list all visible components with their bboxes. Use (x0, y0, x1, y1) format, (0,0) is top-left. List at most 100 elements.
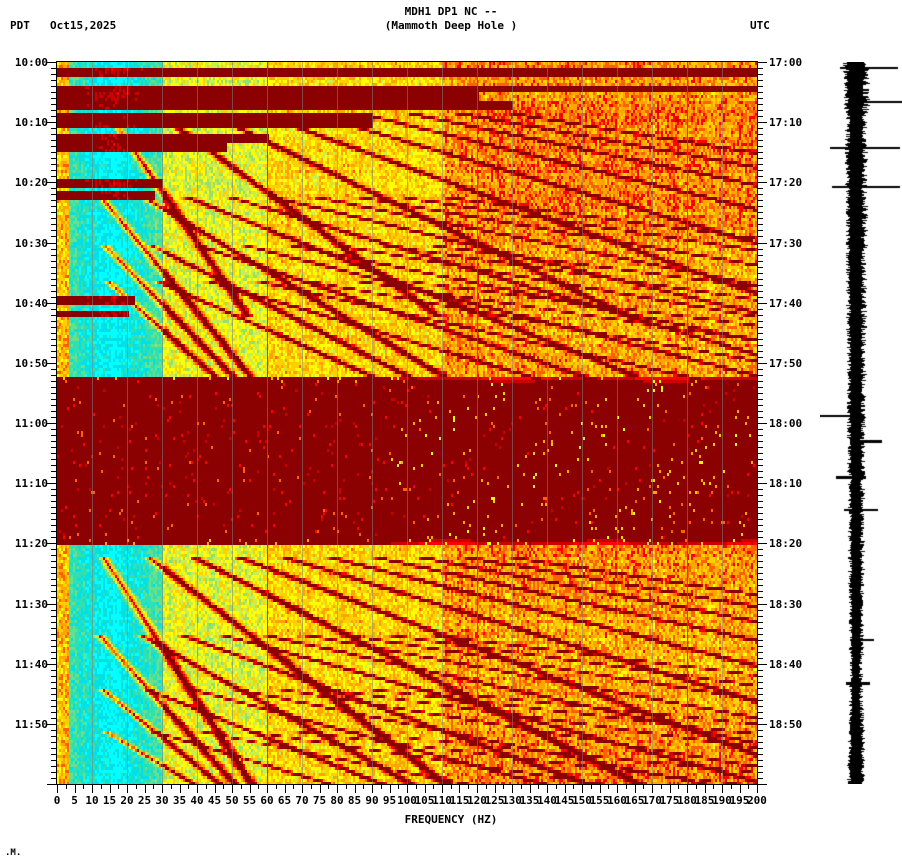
freq-tick-major (530, 784, 531, 793)
time-tick-minor-left (51, 700, 57, 701)
time-tick-major-left (47, 303, 57, 304)
time-tick-minor-right (757, 86, 763, 87)
time-tick-minor-left (51, 80, 57, 81)
time-tick-minor-left (51, 134, 57, 135)
time-tick-minor-right (757, 537, 763, 538)
freq-tick-minor (416, 784, 417, 789)
time-tick-minor-right (757, 194, 763, 195)
freq-label: 145 (554, 794, 575, 807)
time-tick-minor-right (757, 345, 763, 346)
time-label-utc: 18:30 (769, 597, 803, 611)
time-tick-minor-left (51, 694, 57, 695)
freq-label: 105 (414, 794, 435, 807)
time-tick-minor-right (757, 706, 763, 707)
time-tick-minor-right (757, 778, 763, 779)
time-tick-minor-left (51, 261, 57, 262)
time-tick-minor-left (51, 706, 57, 707)
freq-tick-minor (153, 784, 154, 789)
time-tick-minor-right (757, 146, 763, 147)
freq-label: 160 (607, 794, 627, 807)
freq-label: 195 (729, 794, 750, 807)
time-tick-minor-left (51, 736, 57, 737)
time-tick-minor-right (757, 682, 763, 683)
time-tick-minor-left (51, 435, 57, 436)
time-label-pdt: 11:40 (14, 657, 48, 671)
time-tick-minor-right (757, 718, 763, 719)
time-tick-minor-left (51, 610, 57, 611)
freq-tick-minor (468, 784, 469, 789)
time-tick-minor-left (51, 591, 57, 592)
freq-tick-major (740, 784, 741, 793)
freq-tick-minor (608, 784, 609, 789)
spectrogram-plot[interactable] (57, 62, 757, 784)
time-label-utc: 17:10 (769, 116, 803, 130)
time-tick-minor-right (757, 489, 763, 490)
time-tick-minor-right (757, 128, 763, 129)
frequency-axis-title: FREQUENCY (HZ) (404, 813, 498, 826)
freq-label: 45 (207, 794, 222, 807)
time-tick-major-right (757, 784, 767, 785)
time-tick-minor-left (51, 315, 57, 316)
freq-tick-minor (678, 784, 679, 789)
freq-tick-minor (118, 784, 119, 789)
time-tick-minor-right (757, 212, 763, 213)
time-tick-minor-left (51, 309, 57, 310)
time-tick-minor-right (757, 640, 763, 641)
time-tick-minor-right (757, 712, 763, 713)
freq-tick-major (110, 784, 111, 793)
time-tick-major-left (47, 243, 57, 244)
freq-tick-major (442, 784, 443, 793)
time-tick-minor-right (757, 585, 763, 586)
time-label-pdt: 11:30 (14, 597, 48, 611)
time-tick-major-right (757, 483, 767, 484)
time-label-pdt: 11:00 (14, 417, 48, 430)
freq-tick-major (145, 784, 146, 793)
time-tick-major-left (47, 664, 57, 665)
freq-tick-major (757, 784, 758, 793)
freq-tick-minor (748, 784, 749, 789)
time-tick-minor-right (757, 525, 763, 526)
time-tick-minor-left (51, 255, 57, 256)
time-tick-minor-left (51, 525, 57, 526)
time-label-utc: 18:00 (769, 417, 803, 430)
time-tick-major-left (47, 604, 57, 605)
time-tick-minor-right (757, 297, 763, 298)
freq-label: 130 (502, 794, 522, 807)
time-label-utc: 17:30 (769, 236, 803, 250)
time-tick-major-right (757, 664, 767, 665)
time-tick-minor-right (757, 736, 763, 737)
freq-label: 70 (295, 794, 309, 807)
freq-tick-minor (241, 784, 242, 789)
time-tick-minor-right (757, 393, 763, 394)
freq-tick-minor (486, 784, 487, 789)
time-tick-minor-right (757, 549, 763, 550)
time-tick-minor-right (757, 652, 763, 653)
time-tick-minor-left (51, 393, 57, 394)
freq-label: 95 (382, 794, 397, 807)
time-tick-minor-left (51, 218, 57, 219)
time-tick-minor-left (51, 760, 57, 761)
time-tick-minor-left (51, 495, 57, 496)
freq-label: 50 (225, 794, 239, 807)
station-subtitle: (Mammoth Deep Hole ) (384, 19, 518, 32)
time-tick-minor-left (51, 279, 57, 280)
time-tick-minor-right (757, 513, 763, 514)
freq-tick-major (670, 784, 671, 793)
time-tick-minor-left (51, 236, 57, 237)
freq-tick-major (582, 784, 583, 793)
freq-tick-major (617, 784, 618, 793)
time-tick-minor-right (757, 730, 763, 731)
time-tick-minor-right (757, 158, 763, 159)
time-tick-minor-right (757, 634, 763, 635)
spectrogram-canvas[interactable] (57, 62, 757, 784)
freq-label: 0 (53, 794, 61, 807)
time-tick-minor-right (757, 694, 763, 695)
time-tick-minor-left (51, 321, 57, 322)
freq-tick-major (180, 784, 181, 793)
header-band: PDT Oct15,2025 MDH1 DP1 NC -- (Mammoth D… (0, 0, 902, 55)
time-label-utc: 18:10 (769, 477, 803, 491)
time-tick-minor-left (51, 224, 57, 225)
time-tick-minor-right (757, 92, 763, 93)
time-tick-minor-right (757, 610, 763, 611)
